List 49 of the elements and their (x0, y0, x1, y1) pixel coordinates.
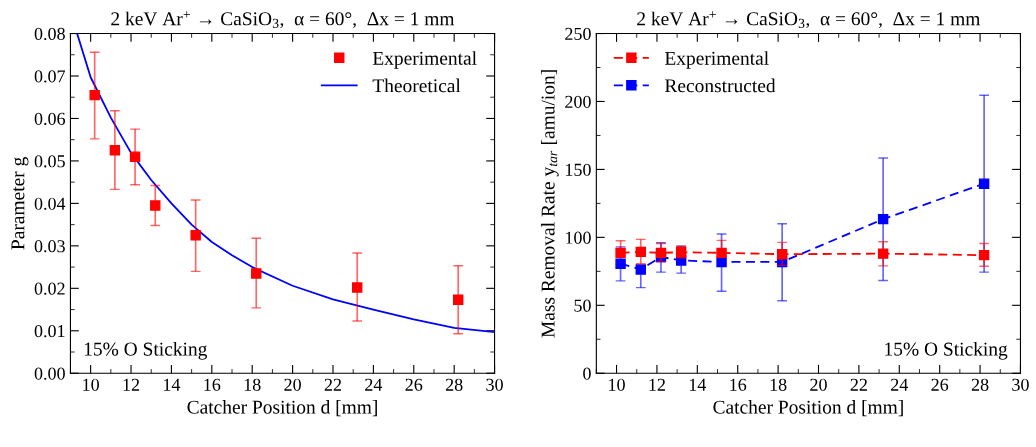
x-tick-label: 14 (163, 378, 181, 391)
y-tick-label: 200 (565, 95, 591, 108)
x-tick-label: 22 (324, 378, 342, 391)
y-axis-title: Mass Removal Rate y$_{tar}$ [amu/ion] (540, 70, 559, 338)
x-tick-label: 16 (730, 378, 747, 391)
x-tick-label: 20 (810, 378, 827, 391)
annotation: 15% O Sticking (84, 341, 208, 360)
x-tick-label: 22 (850, 378, 867, 391)
y-tick-label: 150 (565, 163, 591, 176)
y-tick-label: 0.01 (34, 325, 65, 338)
legend-label: Reconstructed (664, 78, 776, 93)
chart-title: 2 keV Ar$^{+}$ → CaSiO$_{3}$, α = 60°, Δx = 1 mm (637, 11, 981, 29)
legend-label: Experimental (372, 51, 477, 69)
x-tick-label: 26 (931, 378, 949, 391)
y-tick-label: 0.08 (34, 27, 65, 41)
y-tick-label: 0.06 (34, 112, 66, 125)
y-tick-label: 100 (565, 231, 591, 244)
x-axis-title: Catcher Position d [mm] (713, 400, 903, 417)
y-tick-label: 0.04 (34, 197, 66, 210)
x-axis-title: Catcher Position d [mm] (187, 400, 377, 417)
y-axis-title: Parameter g (11, 157, 29, 250)
x-tick-label: 28 (445, 378, 463, 391)
y-tick-label: 0.02 (34, 282, 65, 295)
x-tick-label: 14 (689, 378, 707, 391)
x-tick-label: 30 (1012, 378, 1029, 391)
x-tick-label: 10 (609, 378, 625, 391)
x-tick-label: 24 (891, 378, 909, 391)
x-tick-label: 24 (365, 378, 383, 391)
y-tick-label: 0.07 (34, 70, 66, 83)
y-tick-label: 0.00 (34, 367, 65, 380)
x-tick-label: 28 (971, 378, 989, 391)
y-tick-label: 50 (574, 299, 591, 312)
y-tick-label: 0.05 (34, 155, 65, 168)
x-tick-label: 12 (123, 378, 140, 391)
chart-title: 2 keV Ar$^{+}$ → CaSiO$_{3}$, α = 60°, Δx = 1 mm (111, 11, 455, 29)
x-tick-label: 20 (284, 378, 301, 391)
y-tick-label: 250 (565, 27, 591, 40)
y-tick-label: 0.03 (34, 240, 65, 253)
legend-label: Theoretical (372, 78, 461, 93)
x-tick-label: 16 (204, 378, 221, 391)
legend-label: Experimental (664, 51, 769, 69)
x-tick-label: 18 (770, 378, 787, 391)
annotation: 15% O Sticking (885, 341, 1008, 360)
x-tick-label: 26 (405, 378, 423, 391)
x-tick-label: 12 (649, 378, 665, 391)
x-tick-label: 30 (486, 378, 503, 391)
x-tick-label: 18 (244, 378, 261, 391)
y-tick-label: 0 (583, 367, 591, 380)
x-tick-label: 10 (83, 378, 99, 391)
